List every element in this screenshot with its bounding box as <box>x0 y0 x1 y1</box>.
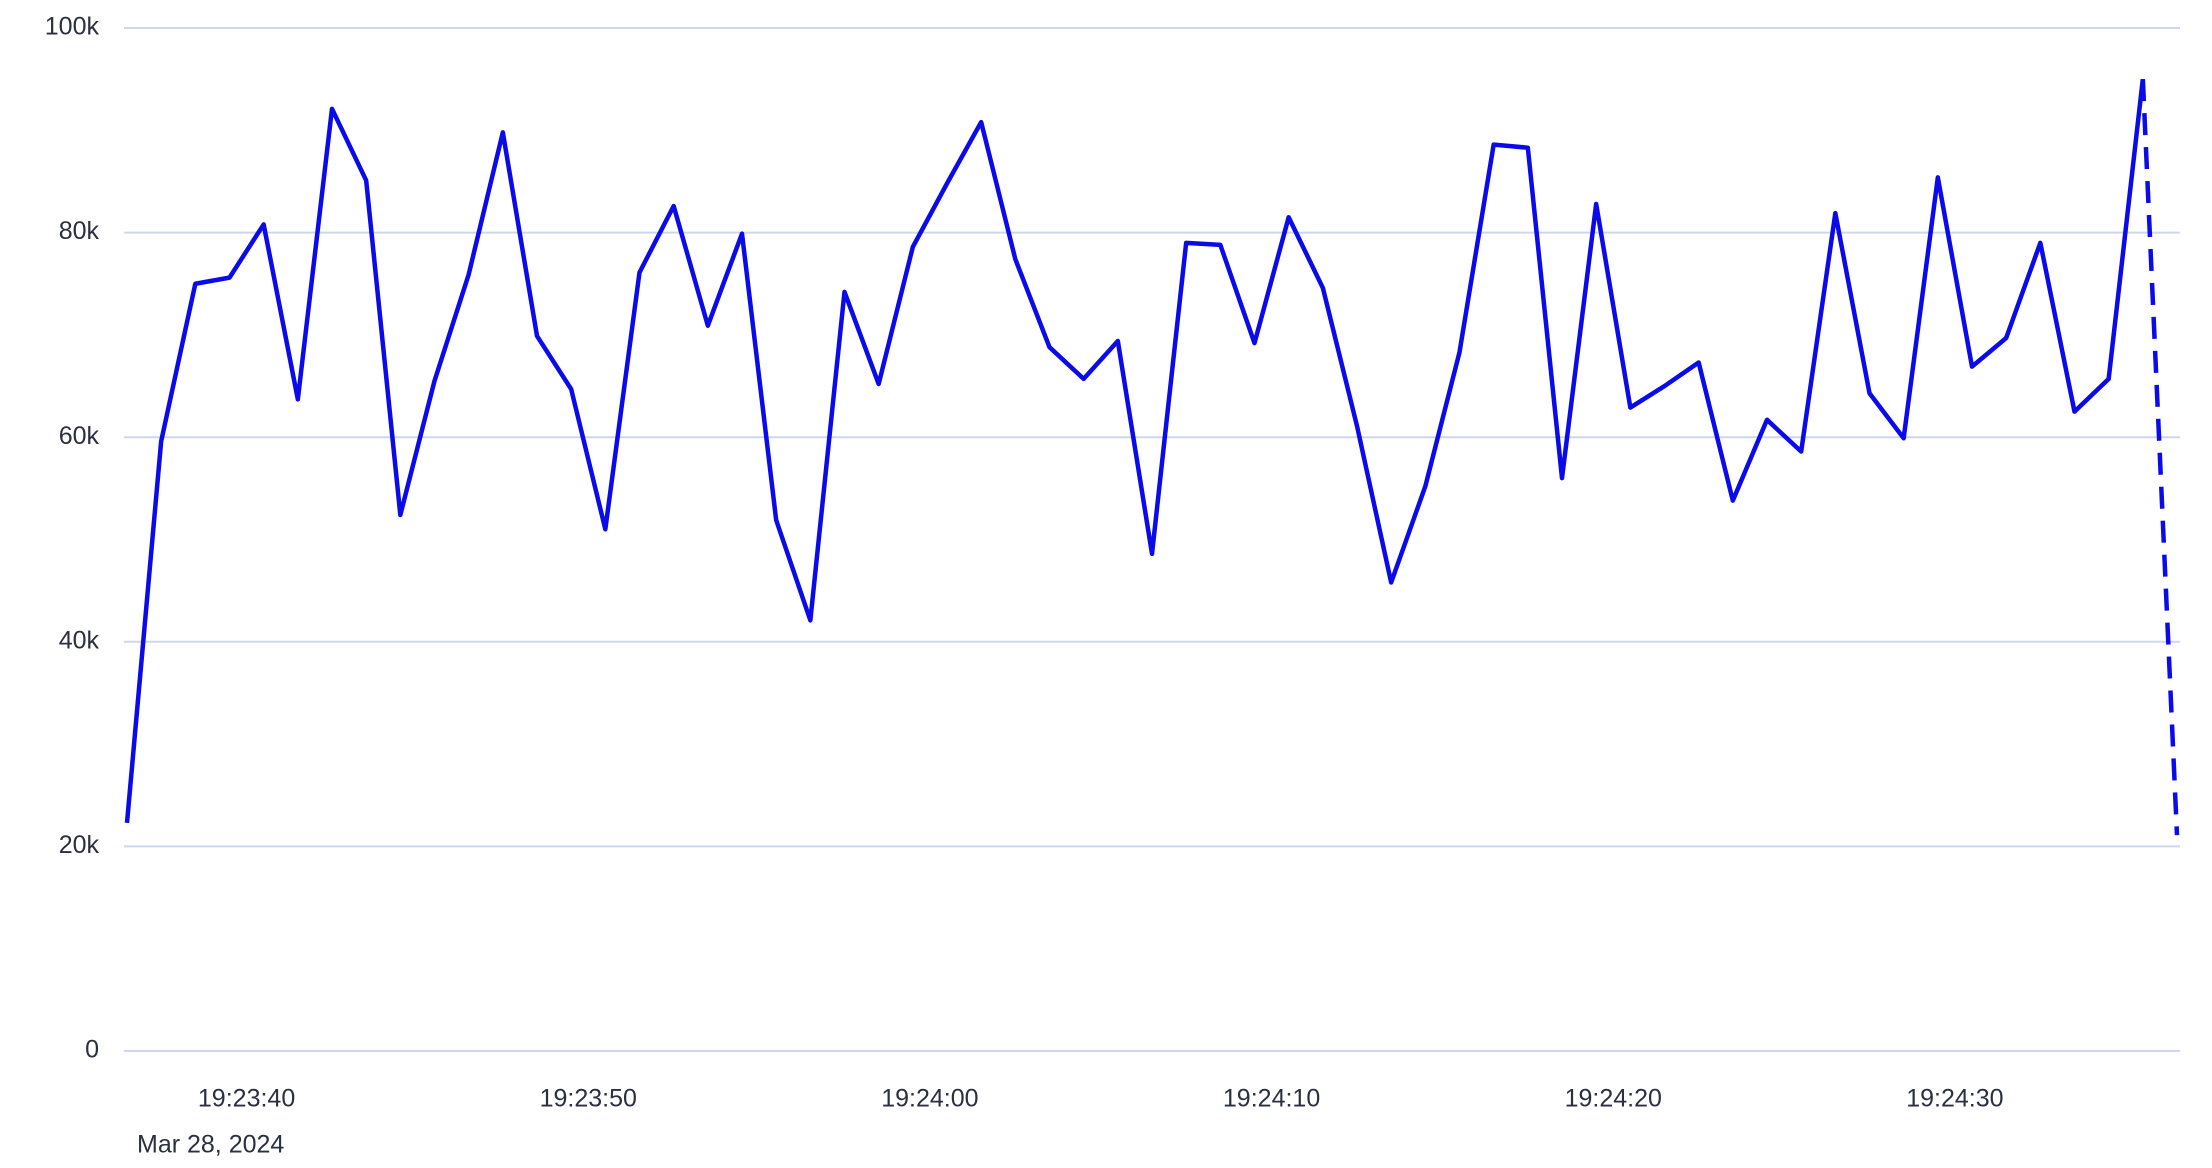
partial-segment <box>2140 79 2180 836</box>
x-tick-label: 19:24:00 <box>881 1085 978 1113</box>
x-tick-label: 19:24:30 <box>1906 1085 2003 1113</box>
x-tick-label: 19:23:40 <box>198 1085 295 1113</box>
y-tick-label: 60k <box>59 422 100 450</box>
x-tick-label: 19:24:10 <box>1223 1085 1320 1113</box>
date-label: Mar 28, 2024 <box>137 1131 284 1159</box>
y-tick-label: 0 <box>85 1036 99 1064</box>
y-tick-label: 100k <box>45 13 100 41</box>
x-tick-label: 19:23:50 <box>540 1085 637 1113</box>
y-tick-label: 40k <box>59 626 100 654</box>
x-tick-label: 19:24:20 <box>1565 1085 1662 1113</box>
y-tick-label: 80k <box>59 217 100 245</box>
line-series <box>124 78 2146 824</box>
y-tick-label: 20k <box>59 831 100 859</box>
